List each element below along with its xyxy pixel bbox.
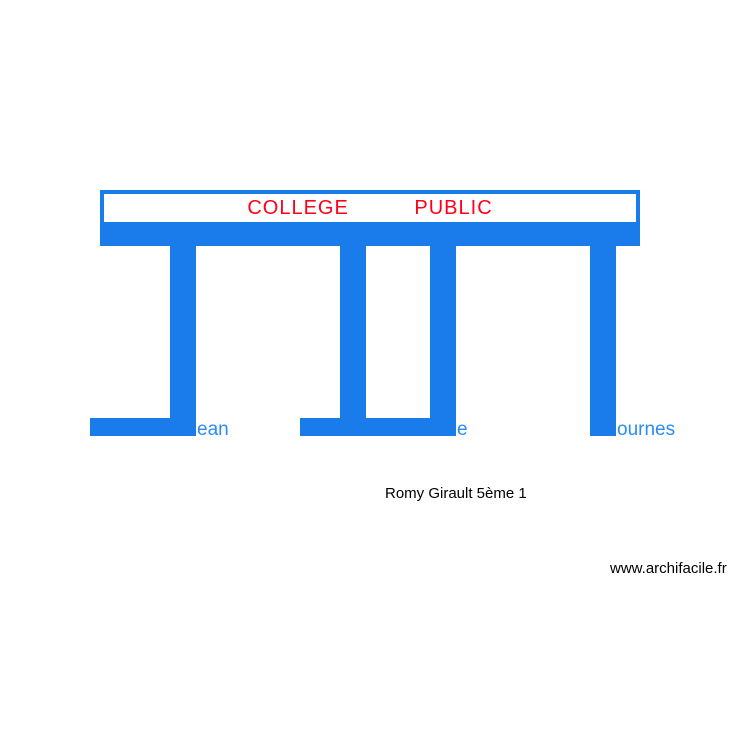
label-ournes: ournes [617,419,675,441]
pillar-2 [340,246,366,436]
label-e: e [457,419,468,441]
crossbar [100,226,640,246]
pillar-4 [590,246,616,436]
pillar-1 [170,246,196,436]
header-text: COLLEGE PUBLIC [247,197,492,220]
foot-1 [90,418,196,436]
label-ean: ean [197,419,229,441]
foot-2 [300,418,456,436]
watermark-link[interactable]: www.archifacile.fr [610,560,727,577]
header-box: COLLEGE PUBLIC [100,190,640,226]
caption: Romy Girault 5ème 1 [385,485,527,502]
pillar-3 [430,246,456,436]
